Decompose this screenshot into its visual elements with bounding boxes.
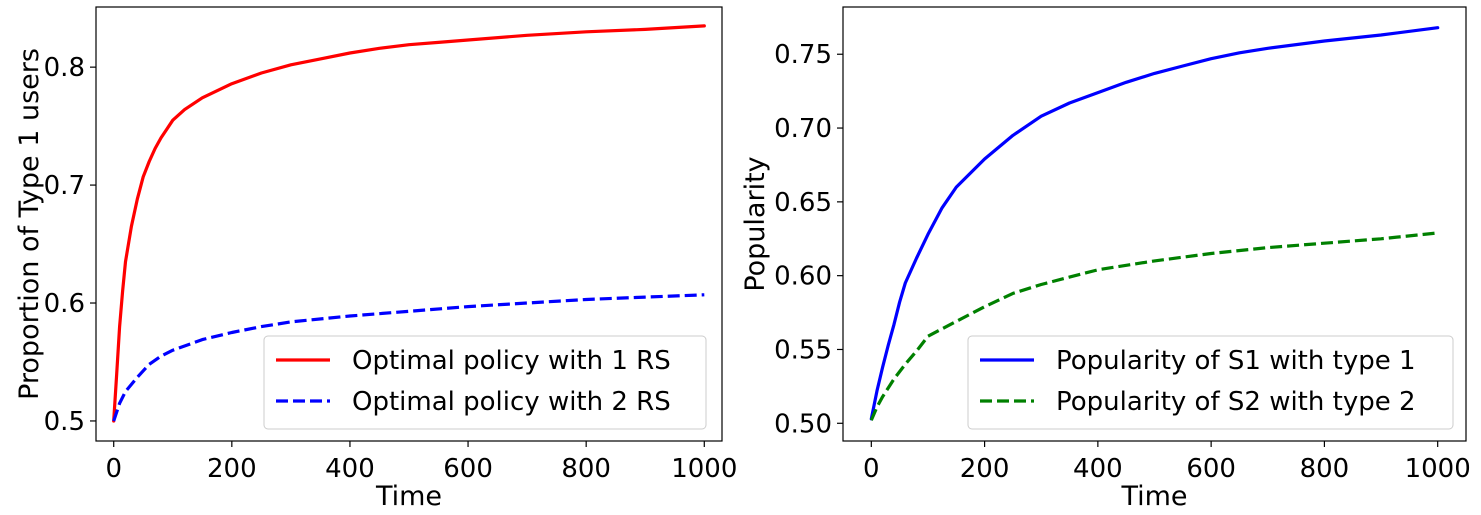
- left-y-axis-label: Proportion of Type 1 users: [14, 48, 45, 400]
- left-plot-frame: [95, 6, 723, 442]
- right-plot-frame: [842, 6, 1467, 442]
- right-y-tick-label: 0.70: [774, 114, 832, 144]
- left-legend-label-1: Optimal policy with 1 RS: [352, 346, 671, 376]
- right-y-tick-label: 0.75: [774, 40, 832, 70]
- left-chart: 0 200 400 600 800 1000 0.5 0.6 0.7 0.8 Time Prop…: [14, 6, 737, 512]
- right-y-tick-label: 0.65: [774, 188, 832, 218]
- right-x-tick-label: 600: [1186, 454, 1236, 484]
- left-y-tick-label: 0.5: [44, 407, 85, 437]
- left-y-tick-label: 0.6: [44, 289, 85, 319]
- right-legend-label-1: Popularity of S1 with type 1: [1056, 346, 1416, 376]
- right-chart: 0 200 400 600 800 1000 0.50 0.55 0.60 0.65 0.70 0.…: [740, 6, 1471, 512]
- left-x-tick-label: 600: [443, 454, 493, 484]
- right-x-axis-label: Time: [1120, 481, 1187, 512]
- left-legend-label-2: Optimal policy with 2 RS: [352, 387, 671, 417]
- left-x-tick-label: 400: [325, 454, 375, 484]
- right-legend-box: [967, 335, 1454, 430]
- right-x-tick-label: 0: [863, 454, 880, 484]
- left-x-tick-label: 800: [561, 454, 611, 484]
- left-legend: Optimal policy with 1 RS Optimal policy …: [263, 335, 707, 430]
- right-x-tick-label: 400: [1073, 454, 1123, 484]
- right-x-tick-label: 1000: [1405, 454, 1471, 484]
- left-x-tick-label: 1000: [671, 454, 737, 484]
- right-y-tick-label: 0.60: [774, 262, 832, 292]
- left-series-line-2: [112, 293, 705, 422]
- left-series-line-1: [112, 24, 706, 423]
- left-y-tick-label: 0.7: [44, 171, 85, 201]
- right-legend-label-2: Popularity of S2 with type 2: [1056, 387, 1416, 417]
- right-x-tick-label: 200: [960, 454, 1010, 484]
- left-x-tick-label: 0: [105, 454, 122, 484]
- right-legend: Popularity of S1 with type 1 Popularity …: [967, 335, 1454, 430]
- left-x-axis-label: Time: [375, 481, 442, 512]
- right-y-tick-label: 0.55: [774, 335, 832, 365]
- right-series-line-2: [869, 231, 1438, 421]
- left-y-tick-label: 0.8: [44, 53, 85, 83]
- right-series-line-1: [869, 26, 1440, 421]
- left-legend-box: [263, 335, 707, 430]
- right-y-axis-label: Popularity: [740, 156, 771, 291]
- left-x-tick-label: 200: [207, 454, 257, 484]
- right-x-tick-label: 800: [1300, 454, 1350, 484]
- right-y-tick-label: 0.50: [774, 409, 832, 439]
